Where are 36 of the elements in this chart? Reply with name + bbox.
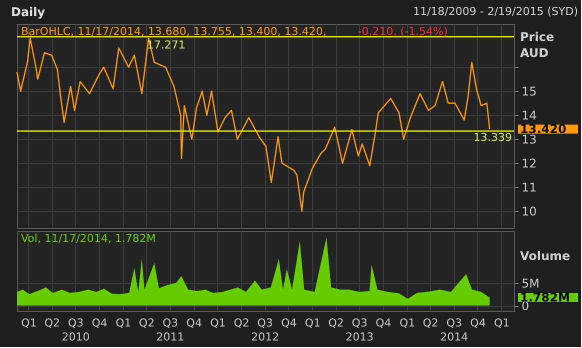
x-tick-label: Q4 <box>470 316 486 330</box>
x-tick-label: Q1 <box>304 316 321 330</box>
annotation: -0.210, (-1.54%) <box>358 25 448 38</box>
x-tick-label: Q3 2011 <box>156 316 184 344</box>
x-tick-label: Q1 <box>210 316 226 330</box>
x-tick-label: Q3 2012 <box>251 316 280 344</box>
x-tick-label: Q3 2013 <box>346 316 374 344</box>
x-tick-label: Q3 2014 <box>440 316 468 344</box>
x-tick-label: Q2 <box>328 316 344 330</box>
chart-title: Daily <box>11 5 46 19</box>
x-tick-label: Q3 2010 <box>62 316 90 344</box>
y-tick-label: 11 <box>522 180 537 195</box>
x-tick-label: Q4 <box>376 316 392 330</box>
x-tick-label: Q1 <box>494 316 510 330</box>
y-tick-label: 5M <box>522 276 540 290</box>
y-axis-title: Price AUD <box>520 30 554 60</box>
x-tick-label: Q2 <box>234 316 250 330</box>
x-tick-label: Q4 <box>281 316 297 330</box>
ref-line-label: 13.339 <box>474 131 512 144</box>
y-tick-label: 14 <box>522 108 537 123</box>
y-axis-title: Volume <box>520 249 570 263</box>
x-tick-label: Q1 <box>116 316 132 330</box>
x-tick-label: Q4 <box>92 316 108 330</box>
x-tick-label: Q1 <box>21 316 37 330</box>
annotation: BarOHLC, 11/17/2014, 13.680, 13.755, 13.400, 13.420, <box>21 25 326 38</box>
x-tick-label: Q2 <box>44 316 60 330</box>
y-tick-label: 13 <box>522 132 537 147</box>
x-tick-label: Q4 <box>186 316 202 330</box>
y-tick-label: 10 <box>522 204 537 219</box>
x-tick-label: Q2 <box>422 316 438 330</box>
x-tick-label: Q2 <box>138 316 155 330</box>
y-tick-label: 12 <box>522 156 537 171</box>
x-tick-label: Q1 <box>399 316 416 330</box>
y-tick-label: 15 <box>522 84 537 99</box>
annotation: Vol, 11/17/2014, 1.782M <box>21 232 156 245</box>
chart-subtitle: 11/18/2009 - 2/19/2015 (SYD) <box>412 5 578 18</box>
